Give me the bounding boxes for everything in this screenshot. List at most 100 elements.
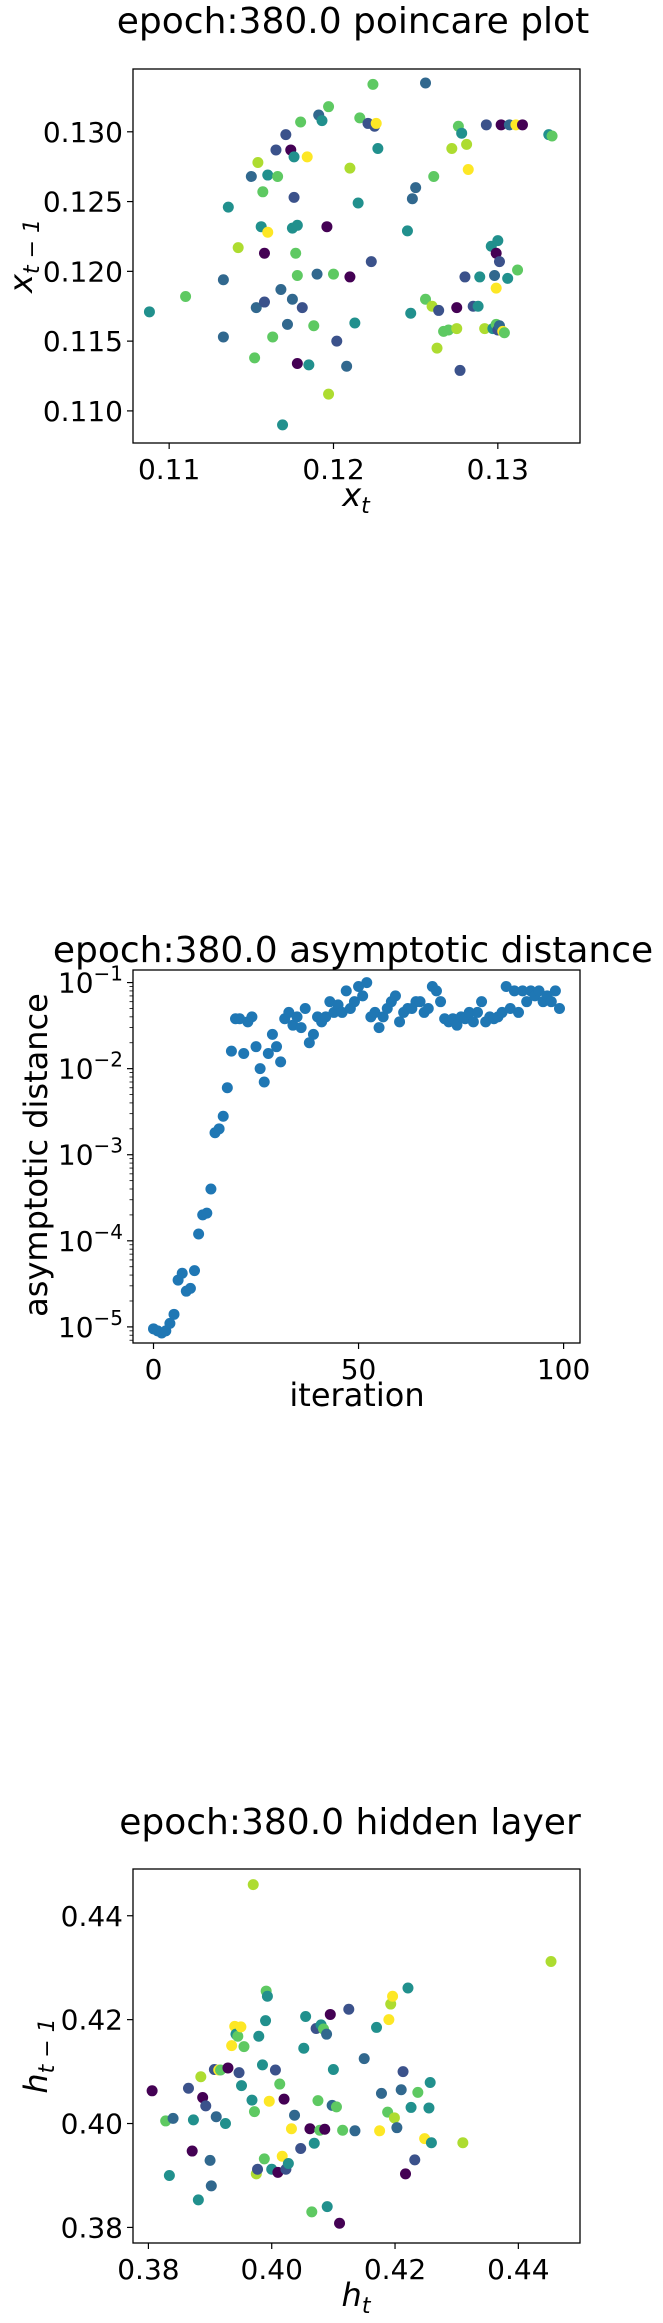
asymptotic-point [467, 1016, 479, 1028]
hidden-layer-point [400, 2168, 412, 2180]
poincare-y-tick-label: 0.130 [43, 116, 123, 149]
poincare-point [474, 271, 486, 283]
poincare-point [321, 221, 333, 233]
asymptotic-point [471, 1006, 483, 1018]
poincare-point [456, 127, 468, 139]
hidden-layer-point [200, 2100, 212, 2112]
hidden-layer-point [349, 2125, 361, 2137]
hidden-layer-point [423, 2102, 435, 2114]
poincare-point [428, 170, 440, 182]
hidden-layer-point [327, 2064, 339, 2076]
poincare-point [331, 335, 343, 347]
hidden-layer-y-tick-label: 0.44 [61, 1900, 123, 1933]
hidden-layer-point [167, 2112, 179, 2124]
asymptotic-x-tick-label: 0 [145, 1353, 163, 1386]
asymptotic-point [435, 996, 447, 1008]
asymptotic-title: epoch:380.0 asymptotic distance [53, 930, 653, 971]
hidden-layer-x-tick-label: 0.40 [241, 2253, 303, 2286]
hidden-layer-y-tick-label: 0.40 [61, 2108, 123, 2141]
poincare-point [258, 296, 270, 308]
hidden-layer-point [219, 2118, 231, 2130]
hidden-layer-x-ticks: 0.38 0.40 0.42 0.44 [117, 2243, 550, 2286]
asymptotic-point [500, 981, 512, 993]
asymptotic-chart: epoch:380.0 asymptotic distance 0 50 100 1… [17, 930, 653, 1414]
poincare-point [512, 264, 524, 276]
hidden-layer-point [256, 2059, 268, 2071]
asymptotic-point [353, 981, 365, 993]
asymptotic-point [476, 996, 488, 1008]
hidden-layer-point [205, 2180, 217, 2192]
hidden-layer-point [409, 2154, 421, 2166]
hidden-layer-point [388, 2112, 400, 2124]
hidden-layer-point [343, 2003, 355, 2015]
poincare-point [498, 327, 510, 339]
hidden-layer-point [187, 2114, 199, 2126]
asymptotic-point [496, 1006, 508, 1018]
hidden-layer-point [397, 2066, 409, 2078]
hidden-layer-point [298, 2042, 310, 2054]
poincare-point [180, 290, 192, 302]
poincare-y-tick-label: 0.120 [43, 255, 123, 288]
asymptotic-y-tick-label: 10−3 [58, 1134, 123, 1172]
asymptotic-point [275, 1056, 287, 1068]
asymptotic-point [357, 990, 369, 1002]
asymptotic-point [389, 990, 401, 1002]
asymptotic-point [377, 1011, 389, 1023]
asymptotic-point [266, 1028, 278, 1040]
poincare-point [257, 186, 269, 198]
hidden-layer-point [412, 2086, 424, 2098]
poincare-points [143, 77, 558, 431]
hidden-layer-point [210, 2111, 222, 2123]
hidden-layer-point [391, 2122, 403, 2134]
hidden-layer-point [282, 2158, 294, 2170]
hidden-layer-point [247, 1879, 259, 1891]
asymptotic-point [271, 1041, 283, 1053]
asymptotic-point [463, 1006, 475, 1018]
hidden-layer-point [545, 1955, 557, 1967]
hidden-layer-point [186, 2145, 198, 2157]
hidden-layer-point [383, 2014, 395, 2026]
asymptotic-point [299, 1002, 311, 1014]
asymptotic-point [295, 1022, 307, 1034]
asymptotic-point [504, 1002, 516, 1014]
poincare-point [406, 193, 418, 205]
asymptotic-x-tick-label: 100 [537, 1353, 590, 1386]
asymptotic-point [238, 1048, 250, 1060]
asymptotic-point [217, 1110, 229, 1122]
hidden-layer-x-tick-label: 0.44 [487, 2253, 549, 2286]
hidden-layer-point [295, 2142, 307, 2154]
hidden-layer-point [387, 1990, 399, 2002]
asymptotic-y-tick-label: 10−1 [58, 962, 123, 1000]
hidden-layer-point [263, 2095, 275, 2107]
asymptotic-point [291, 1011, 303, 1023]
poincare-point [462, 163, 474, 175]
poincare-point [303, 359, 315, 371]
poincare-point [546, 130, 558, 142]
poincare-point [295, 116, 307, 128]
poincare-point [262, 226, 274, 238]
poincare-point [296, 302, 308, 314]
hidden-layer-point [300, 2011, 312, 2023]
hidden-layer-title: epoch:380.0 hidden layer [119, 1802, 581, 1843]
poincare-point [451, 323, 463, 335]
poincare-point [420, 77, 432, 89]
asymptotic-point [258, 1076, 270, 1088]
poincare-point [516, 119, 528, 131]
asymptotic-point [553, 1002, 565, 1014]
hidden-layer-point [278, 2093, 290, 2105]
poincare-point [341, 360, 353, 372]
poincare-point [245, 170, 257, 182]
poincare-point [288, 191, 300, 203]
poincare-point [459, 271, 471, 283]
asymptotic-point [373, 1022, 385, 1034]
asymptotic-point [164, 1317, 176, 1329]
poincare-point [344, 271, 356, 283]
poincare-point [281, 318, 293, 330]
hidden-layer-y-ticks: 0.38 0.40 0.42 0.44 [61, 1900, 133, 2244]
poincare-point [367, 78, 379, 90]
hidden-layer-x-tick-label: 0.42 [364, 2253, 426, 2286]
poincare-y-tick-label: 0.115 [43, 325, 123, 358]
poincare-point [311, 268, 323, 280]
hidden-layer-point [274, 2078, 286, 2090]
asymptotic-point [303, 1037, 315, 1049]
